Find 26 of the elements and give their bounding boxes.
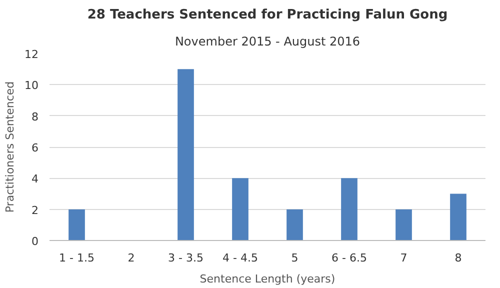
y-tick-label: 2 [32, 204, 38, 217]
x-axis-title: Sentence Length (years) [200, 272, 336, 286]
y-tick-label: 6 [32, 142, 38, 154]
bar [450, 194, 466, 240]
y-tick-label: 8 [32, 110, 38, 124]
y-tick-label: 10 [24, 79, 39, 92]
y-axis-title: Practitioners Sentenced [4, 81, 17, 213]
bar [178, 69, 194, 240]
x-tick-label: 5 [291, 252, 298, 264]
x-tick-label: 2 [128, 252, 135, 264]
y-tick-label: 0 [32, 235, 38, 248]
bar [396, 209, 412, 240]
chart-title: 28 Teachers Sentenced for Practicing Falun Gong [87, 8, 448, 22]
bar [286, 209, 303, 240]
bar [232, 178, 248, 240]
x-tick-label: 6 - 6.5 [332, 252, 367, 264]
x-tick-label: 8 [454, 252, 462, 264]
chart-subtitle: November 2015 - August 2016 [174, 34, 360, 48]
x-tick-label: 7 [400, 252, 408, 264]
x-tick-label: 1 - 1.5 [59, 252, 94, 264]
bar [341, 178, 358, 240]
bar [68, 209, 85, 240]
y-tick-label: 4 [32, 172, 38, 186]
y-tick-label: 12 [24, 48, 39, 61]
x-tick-label: 3 - 3.5 [168, 252, 204, 264]
x-tick-label: 4 - 4.5 [222, 252, 258, 264]
